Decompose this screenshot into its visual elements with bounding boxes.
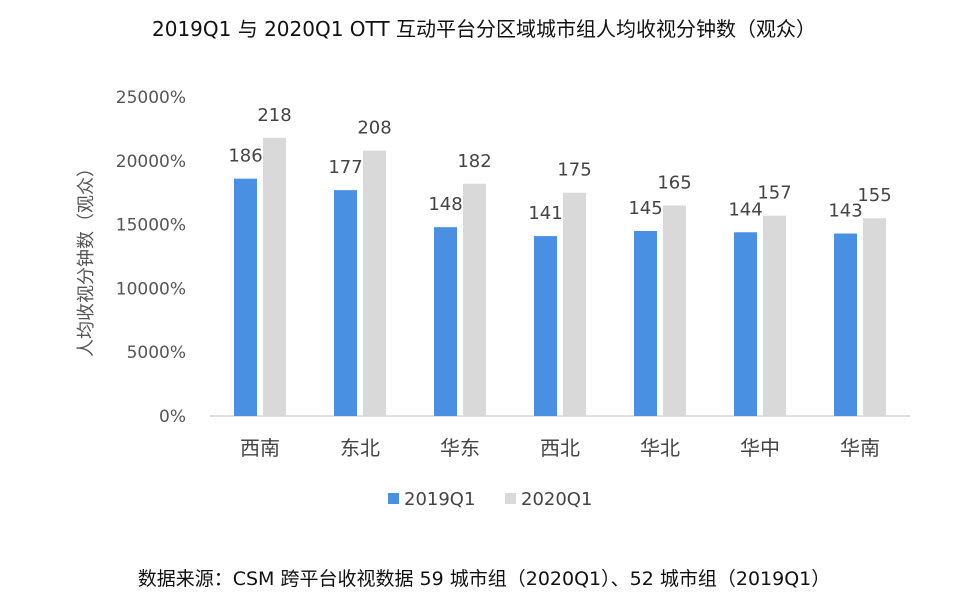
x-tick-label: 华北 [640, 436, 680, 460]
x-tick-label: 华东 [440, 436, 480, 460]
legend-swatch [505, 493, 516, 504]
data-label: 175 [557, 160, 591, 181]
bar-series1 [234, 178, 257, 416]
data-label: 218 [257, 105, 291, 126]
bar-series2 [563, 192, 586, 416]
data-label: 144 [728, 199, 762, 220]
bar-series1 [634, 230, 657, 416]
bar-series2 [663, 205, 686, 416]
y-tick-label: 0% [159, 407, 186, 427]
bar-series2 [363, 150, 386, 417]
legend-swatch [388, 493, 399, 504]
x-axis-ticks: 西南 东北 华东 西北 华北 华中 华南 [240, 436, 880, 460]
y-tick-label: 10000% [116, 279, 186, 299]
y-tick-label: 20000% [116, 152, 186, 172]
x-tick-label: 华南 [840, 436, 880, 460]
source-note: 数据来源：CSM 跨平台收视数据 59 城市组（2020Q1）、52 城市组（2… [138, 568, 831, 590]
bar-series2 [463, 183, 486, 416]
y-tick-label: 5000% [127, 343, 186, 363]
bar-series1 [334, 190, 357, 416]
x-tick-label: 西南 [240, 436, 280, 460]
data-label: 186 [228, 146, 262, 167]
data-label: 141 [528, 203, 562, 224]
data-label: 165 [657, 172, 691, 193]
data-label: 143 [828, 201, 862, 222]
bar-series1 [834, 233, 857, 416]
data-label: 177 [328, 157, 362, 178]
bar-series1 [434, 227, 457, 416]
data-label: 145 [628, 198, 662, 219]
legend: 2019Q1 2020Q1 [388, 489, 592, 510]
bars [234, 137, 886, 417]
y-axis-ticks: 0% 5000% 10000% 15000% 20000% 25000% [116, 88, 186, 427]
bar-series1 [534, 236, 557, 416]
bar-series2 [863, 218, 886, 416]
chart-title: 2019Q1 与 2020Q1 OTT 互动平台分区域城市组人均收视分钟数（观众… [152, 17, 816, 41]
data-label: 208 [357, 118, 391, 139]
y-tick-label: 25000% [116, 88, 186, 108]
data-label: 148 [428, 194, 462, 215]
x-tick-label: 西北 [540, 436, 580, 460]
legend-label: 2020Q1 [521, 489, 592, 510]
x-tick-label: 东北 [340, 436, 380, 460]
x-tick-label: 华中 [740, 436, 780, 460]
bar-series2 [263, 137, 286, 416]
data-label: 155 [857, 185, 891, 206]
data-label: 157 [757, 183, 791, 204]
bar-series1 [734, 232, 757, 416]
data-label: 182 [457, 151, 491, 172]
legend-label: 2019Q1 [404, 489, 475, 510]
y-axis-label: 人均收视分钟数（观众） [76, 159, 97, 357]
bar-series2 [763, 215, 786, 416]
y-tick-label: 15000% [116, 216, 186, 236]
